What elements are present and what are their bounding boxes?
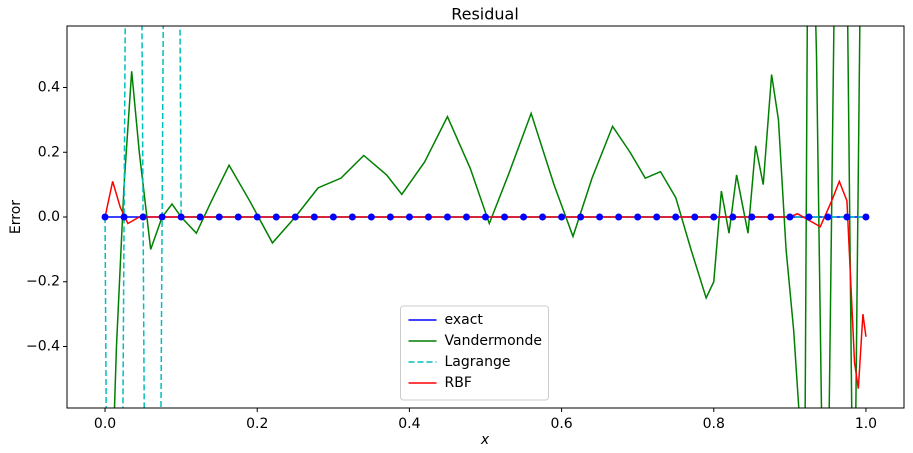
- legend-label: Lagrange: [445, 354, 511, 370]
- y-tick-label: −0.4: [26, 338, 60, 354]
- y-tick-label: 0.2: [38, 144, 60, 160]
- data-point: [424, 213, 432, 221]
- data-point: [386, 213, 394, 221]
- data-point: [443, 213, 451, 221]
- data-point: [120, 213, 128, 221]
- data-point: [329, 213, 337, 221]
- data-point: [348, 213, 356, 221]
- data-point: [748, 213, 756, 221]
- x-axis-label: x: [480, 432, 490, 448]
- data-point: [577, 213, 585, 221]
- data-point: [272, 213, 280, 221]
- data-point: [786, 213, 794, 221]
- data-point: [291, 213, 299, 221]
- x-tick-label: 0.8: [703, 416, 725, 432]
- data-point: [710, 213, 718, 221]
- data-point: [653, 213, 661, 221]
- data-point: [177, 213, 185, 221]
- series-line: [113, 26, 861, 408]
- x-tick-label: 0.4: [398, 416, 420, 432]
- data-point: [482, 213, 489, 221]
- y-tick-label: 0.4: [38, 80, 60, 96]
- data-point: [767, 213, 775, 221]
- x-tick-label: 0.6: [550, 416, 572, 432]
- chart-title: Residual: [451, 5, 519, 24]
- data-point: [634, 213, 642, 221]
- data-point: [862, 213, 870, 221]
- data-point: [672, 213, 680, 221]
- data-point: [101, 213, 109, 221]
- data-point: [196, 213, 204, 221]
- data-point: [596, 213, 604, 221]
- data-point: [158, 213, 166, 221]
- legend-label: RBF: [445, 375, 472, 391]
- data-point: [139, 213, 147, 221]
- data-point: [615, 213, 623, 221]
- data-point: [234, 213, 242, 221]
- x-tick-label: 0.0: [94, 416, 116, 432]
- legend-box: [400, 305, 549, 401]
- data-point: [310, 213, 318, 221]
- data-point: [824, 213, 832, 221]
- x-tick-label: 0.2: [246, 416, 268, 432]
- data-point: [558, 213, 566, 221]
- y-axis-label: Error: [8, 200, 24, 234]
- data-point: [729, 213, 737, 221]
- data-point: [462, 213, 470, 221]
- data-point: [539, 213, 547, 221]
- x-tick-label: 1.0: [855, 416, 877, 432]
- data-point: [843, 213, 851, 221]
- data-point: [367, 213, 375, 221]
- data-point: [501, 213, 509, 221]
- data-point: [215, 213, 223, 221]
- y-tick-label: 0.0: [38, 209, 60, 225]
- data-point: [405, 213, 413, 221]
- data-point: [253, 213, 261, 221]
- data-point: [520, 213, 528, 221]
- legend-label: Vandermonde: [445, 333, 543, 349]
- legend-label: exact: [445, 312, 484, 328]
- data-point: [691, 213, 699, 221]
- plot-area: [101, 26, 870, 408]
- y-tick-label: −0.2: [26, 274, 60, 290]
- data-point: [805, 213, 813, 221]
